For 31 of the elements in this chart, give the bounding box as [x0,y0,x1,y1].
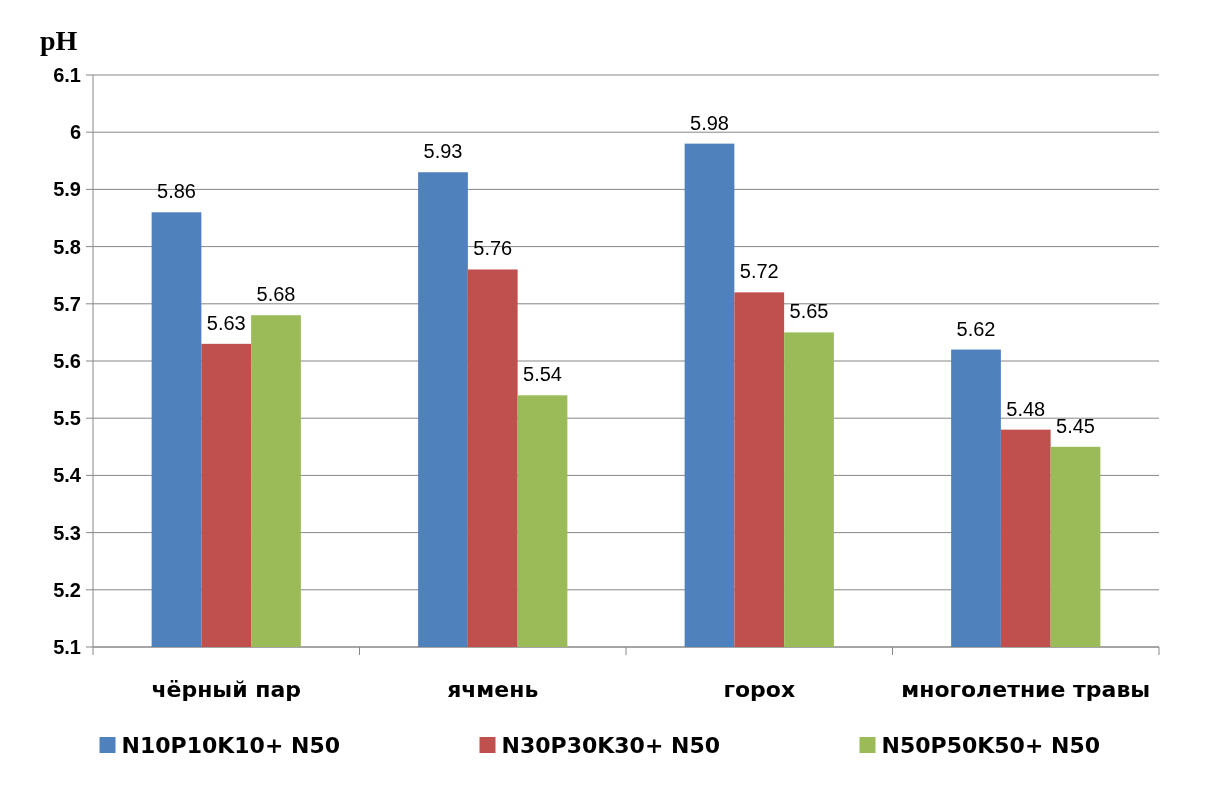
y-tick-label: 6 [69,121,81,144]
data-label: 5.48 [1006,397,1046,420]
x-tick-label: многолетние травы [901,677,1151,702]
y-tick-label: 5.4 [53,464,82,487]
data-label: 5.72 [739,260,779,283]
data-label: 5.65 [789,300,829,323]
y-tick-label: 5.2 [53,578,81,601]
x-tick-label: чёрный пар [151,677,302,702]
data-label: 5.54 [523,363,562,386]
data-label: 5.63 [206,311,246,334]
y-tick-label: 6.1 [53,64,81,86]
y-tick-label: 5.5 [53,407,81,430]
data-label: 5.93 [423,140,463,163]
data-label: 5.98 [690,111,729,134]
y-tick-label: 5.8 [53,235,81,258]
data-label: 5.62 [956,317,996,340]
x-tick-label: ячмень [447,677,539,702]
data-label: 5.86 [157,180,196,203]
y-tick-label: 5.7 [53,292,81,315]
data-label: 5.45 [1056,414,1095,437]
legend-label: N50P50K50+ N50 [881,732,1101,758]
x-tick-label: горох [723,677,796,702]
y-tick-label: 5.3 [53,521,81,544]
y-tick-label: 5.6 [53,350,81,372]
data-label: 5.76 [473,237,513,260]
data-label: 5.68 [256,283,296,306]
legend-label: N10P10K10+ N50 [121,732,341,758]
y-tick-label: 5.1 [53,636,81,658]
y-axis-title: pH [40,25,78,56]
legend-label: N30P30K30+ N50 [501,732,721,758]
y-tick-label: 5.9 [53,178,81,201]
